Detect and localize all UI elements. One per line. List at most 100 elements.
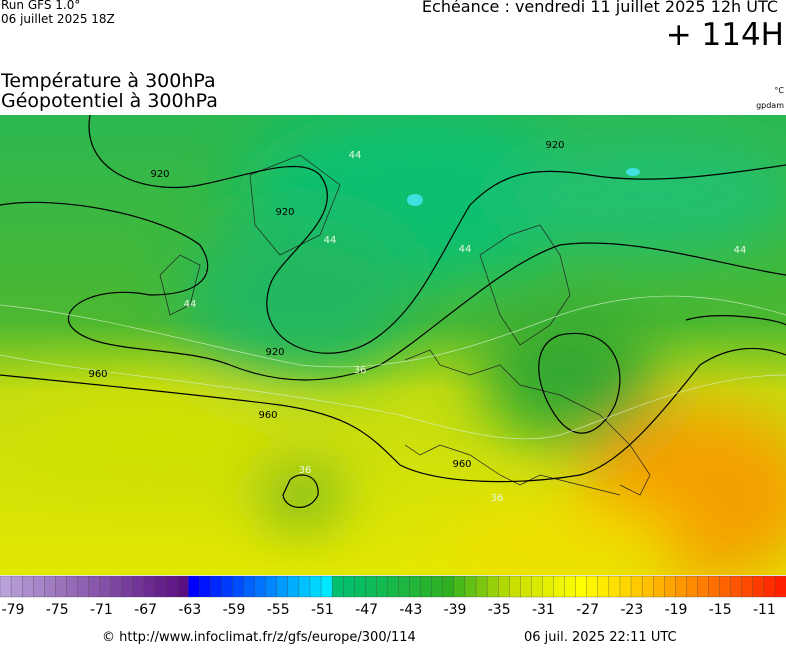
title-geo: Géopotentiel à 300hPa xyxy=(1,90,218,112)
colorbar-swatch xyxy=(708,575,721,598)
geopotential-contours xyxy=(0,115,786,508)
colorbar-swatch xyxy=(55,575,67,598)
temperature-label: 44 xyxy=(459,244,472,255)
colorbar-swatch xyxy=(243,575,256,598)
colorbar-swatch xyxy=(564,575,577,598)
colorbar-swatch xyxy=(420,575,433,598)
colorbar-swatch xyxy=(486,575,499,598)
contour-label: 920 xyxy=(545,140,564,151)
title-temp: Température à 300hPa xyxy=(1,70,216,92)
colorbar-tick-label: -19 xyxy=(665,602,688,618)
colorbar-tick-label: -63 xyxy=(178,602,201,618)
contour-label: 960 xyxy=(258,410,277,421)
colorbar-tick-label: -71 xyxy=(90,602,113,618)
contour-label: 960 xyxy=(452,459,471,470)
colorbar-swatch xyxy=(730,575,743,598)
temperature-label: 44 xyxy=(349,150,362,161)
colorbar-swatch xyxy=(298,575,311,598)
temperature-label: 44 xyxy=(324,235,337,246)
colorbar-swatch xyxy=(265,575,278,598)
colorbar-swatch xyxy=(210,575,222,598)
colorbar-tick-label: -27 xyxy=(576,602,599,618)
colorbar-swatch xyxy=(77,575,90,598)
colorbar-swatch xyxy=(741,575,754,598)
cold-spot xyxy=(407,194,423,206)
colorbar-swatch xyxy=(498,575,510,598)
colorbar-swatch xyxy=(33,575,45,598)
colorbar-tick-label: -67 xyxy=(134,602,157,618)
colorbar-tick-label: -75 xyxy=(46,602,69,618)
contour-label: 920 xyxy=(275,207,294,218)
colorbar: -79 -75 -71 -67 -63 -59 -55 -51 -47 -43 -39 -35 -31 -… xyxy=(0,575,786,618)
colorbar-swatch xyxy=(354,575,366,598)
temperature-label: 44 xyxy=(184,299,197,310)
colorbar-swatch xyxy=(608,575,621,598)
colorbar-tick-label: -43 xyxy=(399,602,422,618)
cold-spot xyxy=(626,168,640,176)
colorbar-swatch xyxy=(475,575,488,598)
colorbar-swatch xyxy=(221,575,233,598)
colorbar-swatch xyxy=(597,575,610,598)
colorbar-swatch xyxy=(232,575,244,598)
unit-geo: gpdam xyxy=(756,101,784,110)
colorbar-swatch xyxy=(44,575,56,598)
colorbar-swatch xyxy=(66,575,78,598)
colorbar-swatch xyxy=(531,575,543,598)
colorbar-swatch xyxy=(110,575,123,598)
colorbar-swatch xyxy=(132,575,145,598)
temperature-label: 44 xyxy=(734,245,747,256)
colorbar-tick-label: -11 xyxy=(753,602,776,618)
colorbar-swatch xyxy=(165,575,178,598)
colorbar-swatch xyxy=(664,575,676,598)
contour-label: 960 xyxy=(88,369,107,380)
colorbar-swatch xyxy=(675,575,687,598)
colorbar-swatch xyxy=(188,575,200,598)
colorbar-swatch xyxy=(276,575,289,598)
colorbar-swatch xyxy=(542,575,554,598)
run-label: Run GFS 1.0° xyxy=(1,0,81,12)
colorbar-tick-label: -55 xyxy=(267,602,290,618)
temperature-label: 36 xyxy=(299,465,312,476)
map: 920 920 920 920 960 960 960 44 44 44 44 44 36 36 36 xyxy=(0,115,786,575)
colorbar-swatch xyxy=(254,575,267,598)
contour-label: 920 xyxy=(150,169,169,180)
colorbar-swatch xyxy=(641,575,654,598)
source-url: © http://www.infoclimat.fr/z/gfs/europe/… xyxy=(102,630,416,645)
colorbar-swatch xyxy=(763,575,776,598)
colorbar-swatch xyxy=(176,575,189,598)
colorbar-swatch xyxy=(453,575,466,598)
generated-time: 06 juil. 2025 22:11 UTC xyxy=(524,630,677,645)
colorbar-swatch xyxy=(88,575,101,598)
run-date: 06 juillet 2025 18Z xyxy=(1,12,115,26)
colorbar-swatch xyxy=(686,575,698,598)
colorbar-tick-label: -39 xyxy=(444,602,467,618)
colorbar-swatch xyxy=(287,575,300,598)
valid-time: Echéance : vendredi 11 juillet 2025 12h … xyxy=(421,0,778,16)
colorbar-swatch xyxy=(774,575,786,598)
colorbar-tick-label: -23 xyxy=(620,602,643,618)
colorbar-swatch xyxy=(154,575,167,598)
contour-label: 920 xyxy=(265,347,284,358)
colorbar-swatch xyxy=(520,575,532,598)
lead-time: + 114H xyxy=(665,17,784,53)
colorbar-swatch xyxy=(331,575,344,598)
colorbar-swatch xyxy=(630,575,643,598)
colorbar-swatch xyxy=(199,575,211,598)
temperature-label: 36 xyxy=(491,493,504,504)
colorbar-swatch xyxy=(21,575,34,598)
colorbar-tick-label: -31 xyxy=(532,602,555,618)
colorbar-tick-label: -79 xyxy=(2,602,25,618)
colorbar-swatch xyxy=(121,575,134,598)
colorbar-swatch xyxy=(719,575,732,598)
colorbar-swatch xyxy=(697,575,709,598)
colorbar-swatch xyxy=(398,575,411,598)
colorbar-swatch xyxy=(309,575,322,598)
unit-temp: °C xyxy=(774,86,784,95)
colorbar-swatch xyxy=(464,575,477,598)
colorbar-swatch xyxy=(10,575,23,598)
colorbar-swatch xyxy=(343,575,355,598)
colorbar-swatch xyxy=(431,575,444,598)
colorbar-tick-label: -15 xyxy=(709,602,732,618)
temperature-label: 36 xyxy=(354,365,367,376)
